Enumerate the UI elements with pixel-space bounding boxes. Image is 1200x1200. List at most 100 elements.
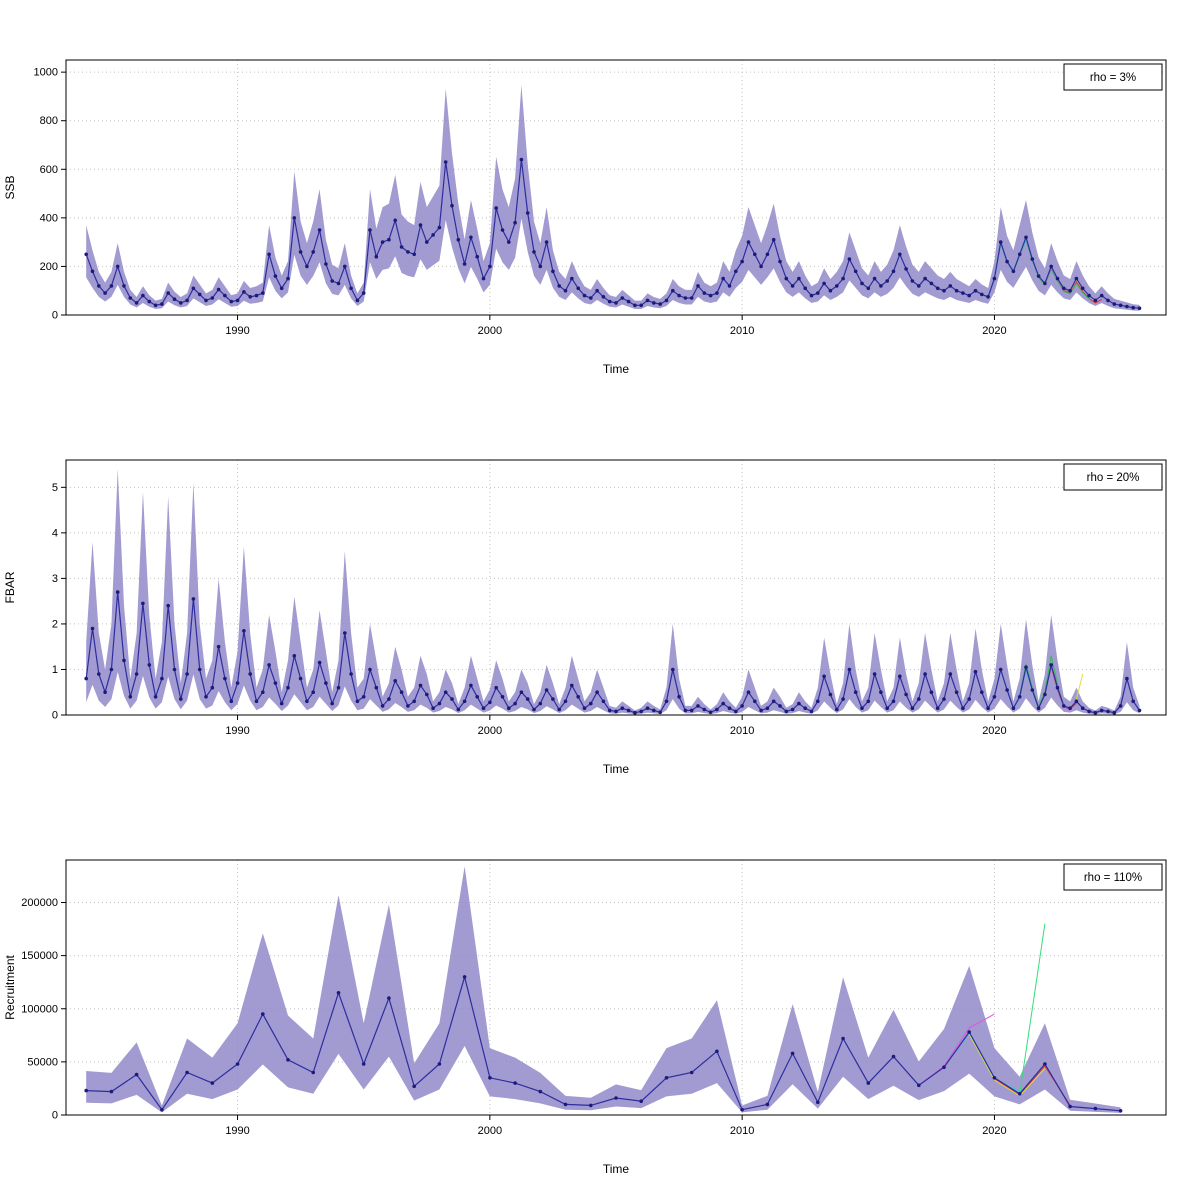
data-point (980, 690, 984, 694)
data-point (923, 276, 927, 281)
data-point (790, 707, 795, 712)
data-point (412, 699, 417, 704)
data-point (279, 701, 284, 706)
x-axis-title: Time (603, 1162, 630, 1176)
data-point (961, 291, 965, 295)
y-tick-label: 2 (52, 618, 58, 630)
x-tick-label: 2010 (730, 725, 754, 737)
x-tick-label: 2000 (478, 725, 502, 737)
data-point (355, 298, 360, 303)
data-point (204, 298, 208, 303)
data-point (513, 1081, 517, 1085)
data-point (841, 276, 845, 281)
ssb-panel: 1990 2000 2010 2020 0 200 400 600 800 1000 Time SSB… (0, 0, 1200, 400)
data-point (935, 706, 940, 710)
data-point (311, 250, 316, 254)
data-point (437, 701, 442, 706)
data-point (551, 697, 555, 701)
data-point (229, 699, 234, 704)
data-point (1080, 706, 1085, 710)
data-point (595, 288, 599, 293)
data-point (507, 706, 511, 710)
data-point (828, 692, 833, 697)
data-point (494, 206, 499, 210)
y-tick-label: 50000 (27, 1056, 58, 1068)
data-point (210, 296, 215, 300)
data-point (891, 1054, 896, 1059)
data-point (797, 701, 801, 706)
data-point (481, 276, 486, 281)
legend-box (1063, 63, 1163, 91)
data-point (570, 276, 574, 281)
data-point (860, 281, 864, 286)
data-point (1125, 676, 1129, 681)
data-point (866, 699, 871, 704)
data-point (122, 284, 126, 288)
y-axis-title: SSB (3, 175, 17, 199)
data-point (90, 626, 95, 631)
data-point (134, 672, 139, 676)
data-point (462, 699, 467, 704)
data-point (809, 709, 814, 714)
data-point (1062, 286, 1066, 291)
legend-box (1063, 863, 1163, 891)
data-point (298, 676, 303, 681)
data-point (645, 298, 650, 303)
data-point (689, 1070, 694, 1075)
y-axis-title: FBAR (3, 571, 17, 603)
legend-box (1063, 463, 1163, 491)
data-point (967, 697, 971, 701)
data-point (1024, 235, 1028, 240)
data-point (179, 697, 183, 701)
data-point (103, 291, 107, 295)
data-point (368, 667, 372, 672)
data-point (210, 1081, 215, 1085)
data-point (816, 699, 820, 704)
data-point (935, 286, 940, 291)
data-point (380, 240, 385, 244)
data-point (387, 996, 391, 1000)
data-point (746, 240, 751, 244)
legend-label: rho = 3% (1090, 72, 1136, 84)
data-point (683, 708, 688, 713)
data-point (910, 279, 915, 283)
data-point (980, 292, 984, 297)
data-point (185, 672, 189, 676)
data-point (368, 228, 372, 232)
data-point (223, 293, 227, 298)
recruitment-chart: 1990 2000 2010 2020 0 50000 100000 150000 200000… (3, 859, 1167, 1176)
data-point (450, 697, 454, 701)
data-point (954, 690, 959, 694)
data-point (607, 708, 612, 713)
data-point (784, 276, 789, 281)
data-point (160, 1107, 164, 1112)
data-point (475, 695, 480, 699)
data-point (425, 692, 429, 697)
data-point (355, 699, 360, 704)
legend-label: rho = 20% (1087, 472, 1140, 484)
data-point (683, 296, 688, 300)
data-point (216, 644, 221, 649)
data-point (917, 1083, 921, 1088)
data-point (885, 279, 889, 283)
data-point (273, 681, 278, 685)
data-point (992, 276, 997, 281)
fbar-chart: 1990 2000 2010 2020 0 1 2 3 4 5 Time FBAR rho = 20% (3, 459, 1167, 776)
data-point (1036, 706, 1041, 710)
confidence-band (86, 84, 1140, 311)
data-point (393, 679, 398, 683)
data-point (570, 683, 574, 688)
data-point (115, 264, 120, 269)
data-point (841, 697, 845, 701)
data-point (658, 710, 662, 715)
x-tick-label: 1990 (225, 1125, 249, 1137)
data-point (134, 1072, 139, 1077)
data-point (1005, 259, 1009, 264)
data-point (1043, 692, 1047, 697)
data-point (216, 287, 221, 292)
confidence-band (86, 866, 1121, 1113)
data-point (1068, 706, 1072, 710)
data-point (891, 699, 896, 704)
data-point (286, 1058, 290, 1062)
